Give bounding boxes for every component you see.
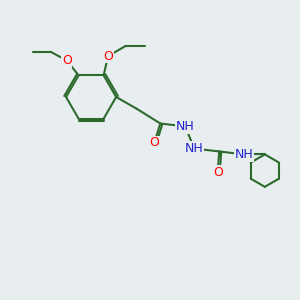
Text: O: O: [213, 166, 223, 178]
Text: O: O: [149, 136, 159, 149]
Text: NH: NH: [185, 142, 203, 155]
Text: NH: NH: [235, 148, 254, 161]
Text: NH: NH: [176, 120, 195, 133]
Text: O: O: [103, 50, 113, 63]
Text: O: O: [62, 54, 72, 67]
